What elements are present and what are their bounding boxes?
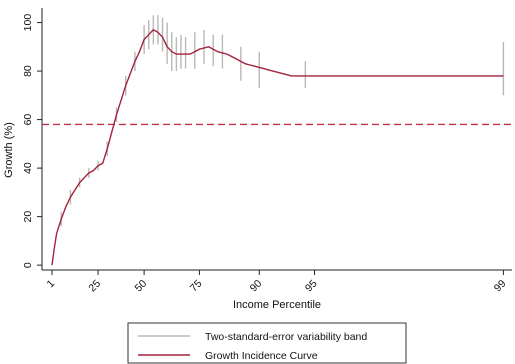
variability-band-group	[60, 15, 505, 227]
x-tick-label: 75	[188, 278, 205, 295]
y-tick-label: 0	[22, 262, 34, 268]
x-axis-ticks: 1 25 50 75 90 95 99	[45, 270, 509, 294]
x-tick-label: 95	[303, 278, 320, 295]
legend-band-label: Two-standard-error variability band	[205, 331, 367, 343]
x-tick-label: 90	[248, 278, 265, 295]
legend-curve-label: Growth Incidence Curve	[205, 350, 318, 362]
y-axis-label: Growth (%)	[3, 122, 15, 178]
growth-incidence-curve	[51, 28, 504, 266]
x-tick-label: 50	[132, 278, 149, 295]
y-tick-label: 40	[22, 162, 34, 174]
legend: Two-standard-error variability band Grow…	[127, 322, 407, 364]
growth-curve-group	[51, 28, 504, 266]
x-tick-label: 25	[86, 278, 103, 295]
y-tick-label: 20	[22, 211, 34, 223]
legend-box	[127, 322, 407, 364]
y-tick-label: 60	[22, 114, 34, 126]
y-tick-label: 100	[22, 14, 34, 32]
y-axis-ticks: 0 20 40 60 80 100	[22, 14, 42, 268]
x-tick-label: 99	[492, 278, 509, 295]
x-axis-label: Income Percentile	[233, 299, 321, 311]
plot-frame	[41, 8, 512, 271]
x-tick-label: 1	[45, 278, 58, 291]
y-tick-label: 80	[22, 65, 34, 77]
